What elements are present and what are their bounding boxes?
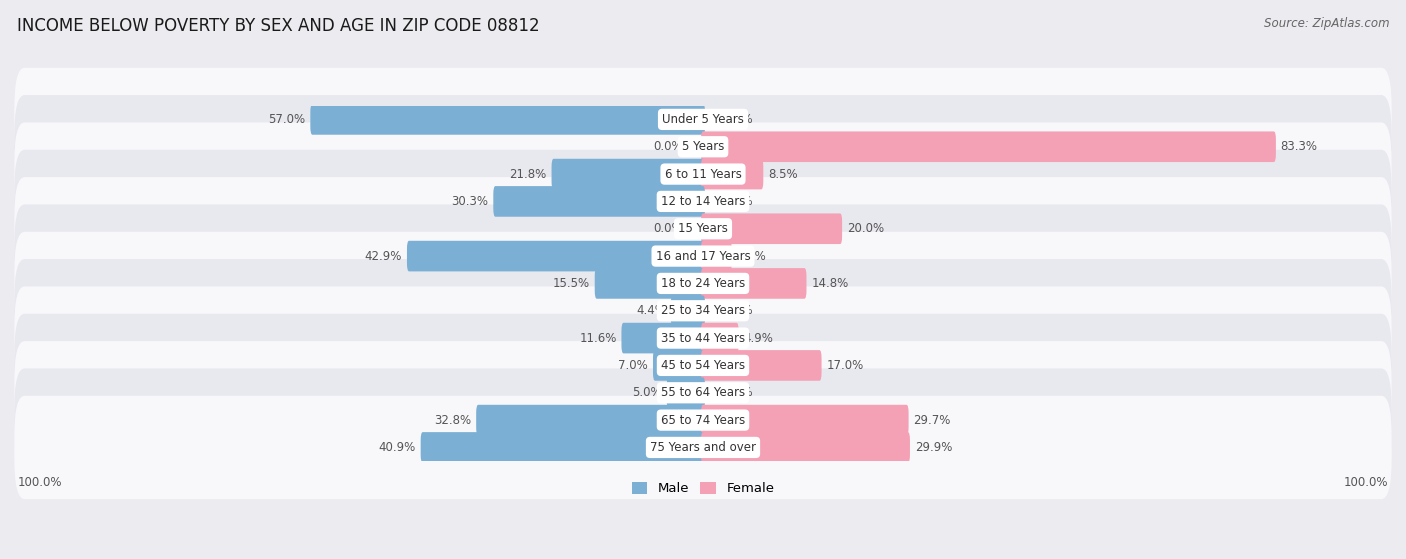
FancyBboxPatch shape (311, 104, 704, 135)
Text: 29.9%: 29.9% (915, 441, 952, 454)
Text: 25 to 34 Years: 25 to 34 Years (661, 304, 745, 318)
FancyBboxPatch shape (702, 432, 910, 463)
Text: 20.0%: 20.0% (846, 222, 884, 235)
Text: 0.0%: 0.0% (724, 113, 754, 126)
FancyBboxPatch shape (14, 232, 1392, 335)
FancyBboxPatch shape (14, 341, 1392, 444)
FancyBboxPatch shape (14, 314, 1392, 417)
Text: 0.0%: 0.0% (724, 195, 754, 208)
Text: 14.8%: 14.8% (811, 277, 849, 290)
Text: 32.8%: 32.8% (434, 414, 471, 427)
FancyBboxPatch shape (702, 131, 1275, 162)
Text: 0.0%: 0.0% (724, 304, 754, 318)
Text: 40.9%: 40.9% (378, 441, 416, 454)
Text: 3.9%: 3.9% (737, 249, 766, 263)
Text: Source: ZipAtlas.com: Source: ZipAtlas.com (1264, 17, 1389, 30)
Text: 65 to 74 Years: 65 to 74 Years (661, 414, 745, 427)
Text: 0.0%: 0.0% (652, 222, 682, 235)
Text: 12 to 14 Years: 12 to 14 Years (661, 195, 745, 208)
Text: 5.0%: 5.0% (633, 386, 662, 399)
FancyBboxPatch shape (14, 396, 1392, 499)
Text: 17.0%: 17.0% (827, 359, 863, 372)
FancyBboxPatch shape (14, 95, 1392, 198)
FancyBboxPatch shape (14, 368, 1392, 472)
FancyBboxPatch shape (671, 296, 704, 326)
Text: 0.0%: 0.0% (652, 140, 682, 153)
Text: 4.9%: 4.9% (744, 331, 773, 344)
FancyBboxPatch shape (595, 268, 704, 299)
Text: Under 5 Years: Under 5 Years (662, 113, 744, 126)
Text: 18 to 24 Years: 18 to 24 Years (661, 277, 745, 290)
FancyBboxPatch shape (702, 159, 763, 190)
Text: 6 to 11 Years: 6 to 11 Years (665, 168, 741, 181)
FancyBboxPatch shape (420, 432, 704, 463)
Text: INCOME BELOW POVERTY BY SEX AND AGE IN ZIP CODE 08812: INCOME BELOW POVERTY BY SEX AND AGE IN Z… (17, 17, 540, 35)
FancyBboxPatch shape (14, 150, 1392, 253)
Text: 57.0%: 57.0% (269, 113, 305, 126)
Text: 16 and 17 Years: 16 and 17 Years (655, 249, 751, 263)
FancyBboxPatch shape (702, 323, 738, 353)
FancyBboxPatch shape (702, 405, 908, 435)
FancyBboxPatch shape (14, 122, 1392, 226)
FancyBboxPatch shape (702, 241, 731, 272)
FancyBboxPatch shape (406, 241, 704, 272)
FancyBboxPatch shape (551, 159, 704, 190)
FancyBboxPatch shape (666, 377, 704, 408)
Text: 4.4%: 4.4% (636, 304, 666, 318)
FancyBboxPatch shape (14, 68, 1392, 171)
FancyBboxPatch shape (477, 405, 704, 435)
Text: 21.8%: 21.8% (509, 168, 547, 181)
FancyBboxPatch shape (14, 205, 1392, 308)
FancyBboxPatch shape (702, 214, 842, 244)
Text: 35 to 44 Years: 35 to 44 Years (661, 331, 745, 344)
Text: 15 Years: 15 Years (678, 222, 728, 235)
FancyBboxPatch shape (494, 186, 704, 217)
Text: 30.3%: 30.3% (451, 195, 488, 208)
Text: 8.5%: 8.5% (768, 168, 797, 181)
Text: 55 to 64 Years: 55 to 64 Years (661, 386, 745, 399)
Text: 75 Years and over: 75 Years and over (650, 441, 756, 454)
Text: 7.0%: 7.0% (619, 359, 648, 372)
Text: 11.6%: 11.6% (579, 331, 617, 344)
Text: 29.7%: 29.7% (914, 414, 950, 427)
FancyBboxPatch shape (621, 323, 704, 353)
Text: 5 Years: 5 Years (682, 140, 724, 153)
FancyBboxPatch shape (702, 268, 807, 299)
FancyBboxPatch shape (702, 350, 821, 381)
FancyBboxPatch shape (14, 259, 1392, 362)
Text: 45 to 54 Years: 45 to 54 Years (661, 359, 745, 372)
FancyBboxPatch shape (14, 177, 1392, 281)
Text: 100.0%: 100.0% (18, 476, 62, 489)
FancyBboxPatch shape (14, 286, 1392, 390)
Text: 100.0%: 100.0% (1344, 476, 1388, 489)
Text: 15.5%: 15.5% (553, 277, 591, 290)
Text: 42.9%: 42.9% (364, 249, 402, 263)
Text: 0.0%: 0.0% (724, 386, 754, 399)
FancyBboxPatch shape (652, 350, 704, 381)
Text: 83.3%: 83.3% (1281, 140, 1317, 153)
Legend: Male, Female: Male, Female (626, 477, 780, 501)
